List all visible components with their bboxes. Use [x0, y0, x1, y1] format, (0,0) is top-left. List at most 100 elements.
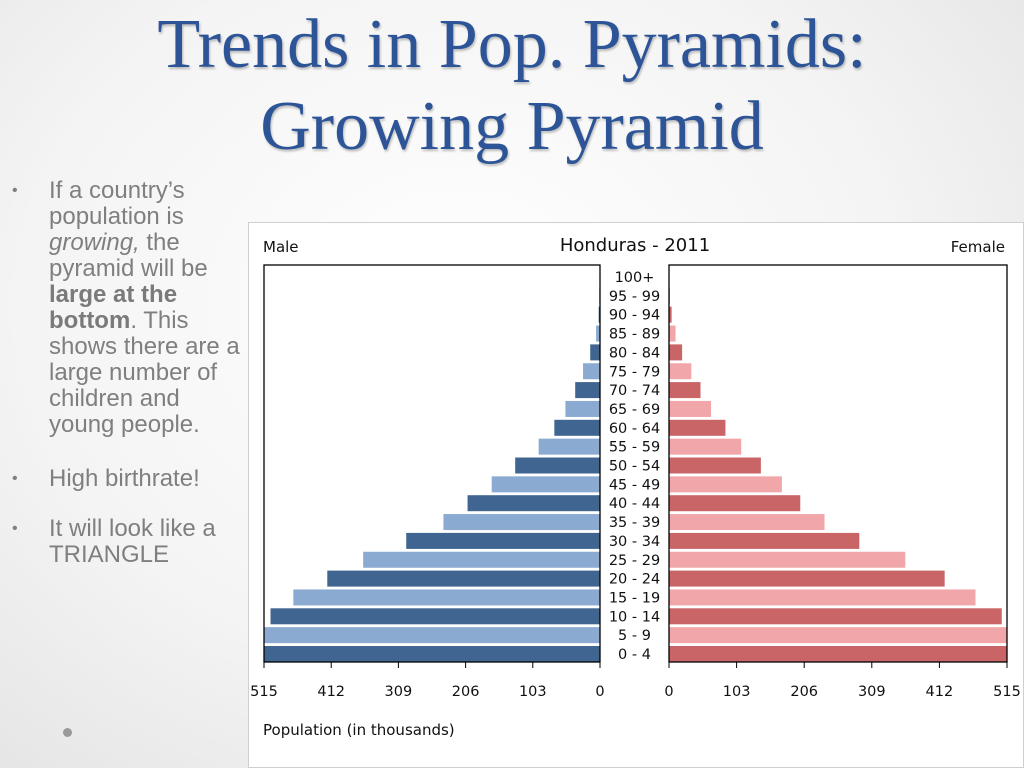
age-group-label: 100+: [615, 270, 655, 286]
female-tick-label: 206: [790, 684, 818, 700]
bullet-dot: •: [12, 182, 18, 199]
male-bar-85-89: [596, 325, 600, 342]
age-group-label: 10 - 14: [609, 609, 660, 625]
bullet-list: • If a country’s population is growing, …: [0, 178, 245, 568]
age-group-label: 25 - 29: [609, 553, 660, 569]
age-group-label: 95 - 99: [609, 289, 660, 305]
male-tick-label: 515: [250, 684, 278, 700]
bullet-text-2: the pyramid will be: [49, 229, 208, 282]
female-bar-75-79: [669, 363, 692, 380]
age-group-label: 75 - 79: [609, 364, 660, 380]
male-bar-70-74: [575, 382, 600, 399]
pyramid-svg: Male Female Honduras - 2011 Population (…: [250, 235, 1021, 739]
female-label: Female: [951, 238, 1005, 256]
male-bar-25-29: [363, 551, 600, 568]
pyramid-bars: [264, 269, 1007, 662]
age-group-label: 45 - 49: [609, 477, 660, 493]
age-group-label: 30 - 34: [609, 534, 660, 550]
male-bar-15-19: [293, 589, 600, 606]
bullet-dot: •: [12, 470, 18, 487]
title-line-1: Trends in Pop. Pyramids:: [157, 6, 867, 83]
bullet-text-3: . This shows there are a large number of…: [49, 307, 240, 438]
male-bar-75-79: [583, 363, 600, 380]
bullet-text-emphasis: growing,: [49, 229, 140, 256]
female-bar-45-49: [669, 476, 782, 493]
female-bar-35-39: [669, 514, 825, 531]
male-bar-10-14: [270, 608, 600, 625]
bullet-text-bold: large at the bottom: [49, 281, 178, 334]
male-plot-frame: [263, 264, 601, 663]
female-bar-40-44: [669, 495, 801, 512]
female-plot-frame: [668, 264, 1008, 663]
male-tick-label: 309: [385, 684, 413, 700]
bullet-birthrate-text: High birthrate!: [49, 465, 200, 492]
female-tick-label: 0: [664, 684, 673, 700]
male-tick-label: 0: [595, 684, 604, 700]
x-axis-label: Population (in thousands): [263, 721, 455, 739]
female-bar-25-29: [669, 551, 906, 568]
female-bar-5-9: [669, 627, 1007, 644]
age-group-label: 0 - 4: [618, 647, 651, 663]
bullet-triangle-text: It will look like a TRIANGLE: [49, 515, 216, 568]
bullet-text-1: If a country’s population is: [49, 177, 185, 230]
male-bar-45-49: [491, 476, 600, 493]
chart-title: Honduras - 2011: [560, 235, 710, 256]
female-tick-label: 309: [858, 684, 886, 700]
age-group-label: 40 - 44: [609, 496, 660, 512]
male-tick-label: 103: [519, 684, 547, 700]
female-bar-0-4: [669, 646, 1007, 662]
age-group-label: 15 - 19: [609, 590, 660, 606]
female-bar-30-34: [669, 532, 860, 549]
female-bar-20-24: [669, 570, 945, 587]
male-bar-0-4: [264, 646, 600, 662]
x-axis-ticks: 515 412 309 206 103 0 0 103 206 309 412 515: [250, 662, 1021, 700]
female-bar-60-64: [669, 419, 726, 436]
male-bar-35-39: [443, 514, 600, 531]
slide-title: Trends in Pop. Pyramids: Growing Pyramid: [0, 4, 1024, 168]
female-bar-70-74: [669, 382, 701, 399]
male-bar-40-44: [467, 495, 600, 512]
age-group-label: 50 - 54: [609, 459, 660, 475]
female-tick-label: 515: [993, 684, 1021, 700]
age-group-label: 35 - 39: [609, 515, 660, 531]
female-bar-85-89: [669, 325, 676, 342]
male-tick-label: 412: [317, 684, 345, 700]
age-group-label: 55 - 59: [609, 440, 660, 456]
age-group-label: 85 - 89: [609, 327, 660, 343]
bullet-growing: • If a country’s population is growing, …: [0, 178, 245, 438]
footer-dot: [63, 728, 72, 737]
bullet-birthrate: • High birthrate!: [0, 466, 245, 492]
age-group-label: 80 - 84: [609, 345, 660, 361]
female-bar-15-19: [669, 589, 976, 606]
female-tick-label: 103: [723, 684, 751, 700]
age-group-label: 60 - 64: [609, 421, 660, 437]
female-bar-90-94: [669, 306, 672, 323]
male-bar-50-54: [515, 457, 600, 474]
age-group-label: 20 - 24: [609, 572, 660, 588]
male-bar-65-69: [565, 400, 600, 417]
age-group-label: 70 - 74: [609, 383, 660, 399]
female-bar-65-69: [669, 400, 712, 417]
male-label: Male: [263, 238, 299, 256]
female-bar-80-84: [669, 344, 683, 361]
age-group-label: 90 - 94: [609, 308, 660, 324]
male-bar-30-34: [406, 532, 600, 549]
male-bar-90-94: [598, 306, 600, 323]
male-tick-label: 206: [452, 684, 480, 700]
male-bar-20-24: [327, 570, 600, 587]
male-bar-55-59: [538, 438, 600, 455]
age-group-label: 65 - 69: [609, 402, 660, 418]
female-bar-55-59: [669, 438, 742, 455]
male-bar-5-9: [264, 627, 600, 644]
female-bar-50-54: [669, 457, 761, 474]
bullet-dot: •: [12, 520, 18, 537]
female-tick-label: 412: [926, 684, 954, 700]
age-group-label: 5 - 9: [618, 628, 651, 644]
title-line-2: Growing Pyramid: [260, 88, 764, 165]
bullet-triangle: • It will look like a TRIANGLE: [0, 516, 245, 568]
male-bar-80-84: [590, 344, 600, 361]
female-bar-10-14: [669, 608, 1002, 625]
age-group-labels: 100+ 95 - 99 90 - 94 85 - 89 80 - 84 75 - 79 7…: [609, 270, 660, 663]
population-pyramid-chart: Male Female Honduras - 2011 Population (…: [248, 222, 1024, 768]
male-bar-60-64: [554, 419, 600, 436]
